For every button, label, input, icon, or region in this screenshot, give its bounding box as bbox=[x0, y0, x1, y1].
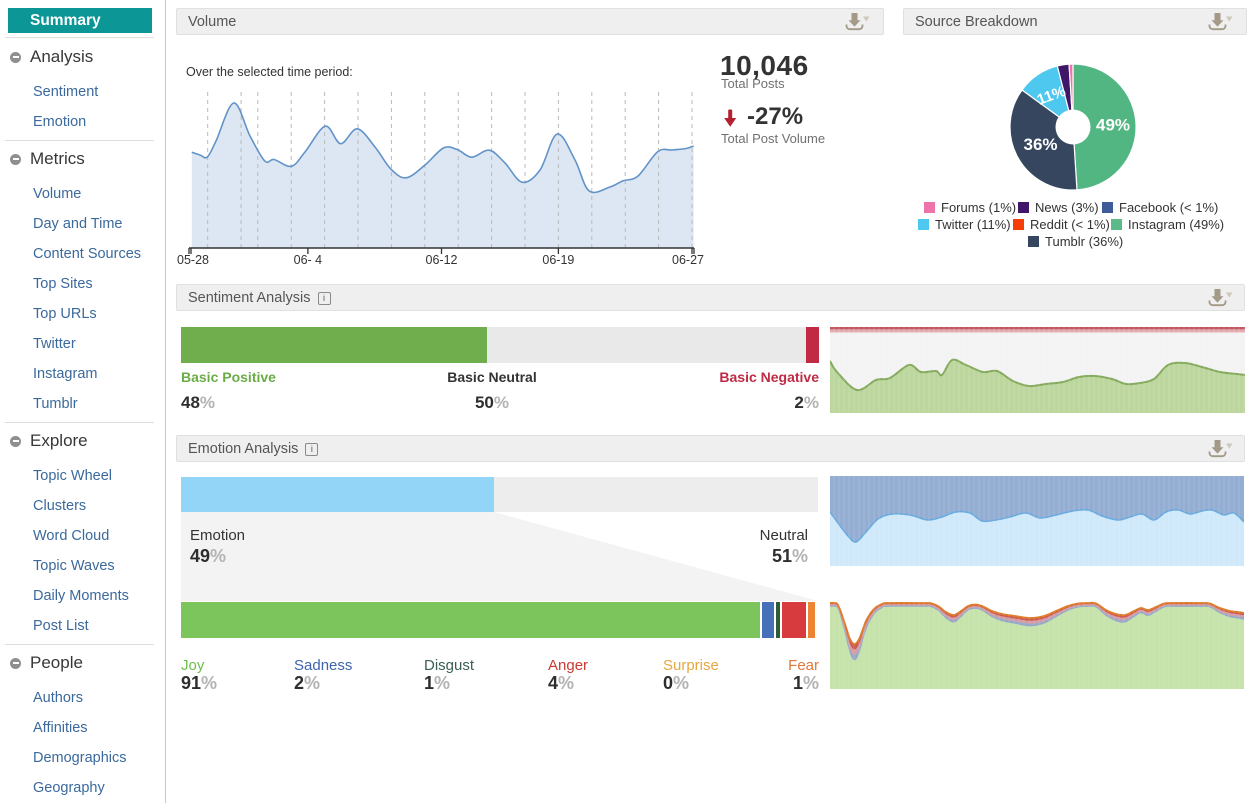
svg-text:49%: 49% bbox=[1096, 116, 1130, 135]
svg-text:05-28: 05-28 bbox=[177, 253, 209, 267]
svg-text:36%: 36% bbox=[1023, 135, 1057, 154]
svg-text:06-19: 06-19 bbox=[542, 253, 574, 267]
svg-text:06-12: 06-12 bbox=[426, 253, 458, 267]
svg-text:06- 4: 06- 4 bbox=[294, 253, 323, 267]
svg-text:06-27: 06-27 bbox=[672, 253, 704, 267]
